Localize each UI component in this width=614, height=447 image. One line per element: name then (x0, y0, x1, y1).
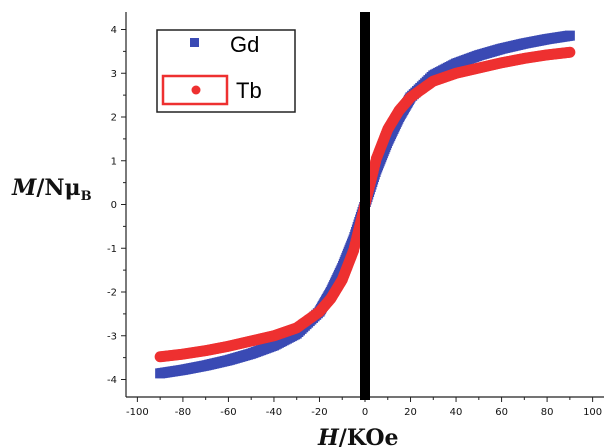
data-point-tb (564, 46, 576, 58)
y-tick-label: -4 (107, 375, 117, 386)
x-tick-label: 100 (583, 407, 602, 418)
zero-field-line (360, 12, 370, 400)
x-tick-label: 20 (404, 407, 417, 418)
y-axis-title: M/NμB (11, 175, 92, 204)
y-tick-label: -2 (107, 288, 117, 299)
legend: Gd Tb (156, 29, 296, 113)
x-tick-label: -20 (311, 407, 327, 418)
series-tb (154, 46, 576, 363)
y-tick-label: 4 (111, 25, 117, 36)
x-tick-label: 80 (541, 407, 554, 418)
data-point-gd (564, 30, 575, 41)
series-layer (154, 30, 576, 379)
legend-marker-gd (190, 38, 199, 47)
legend-label-gd: Gd (230, 32, 259, 57)
x-axis-ticks: -100 -80 -60 -40 -20 0 20 40 60 80 100 (126, 397, 602, 418)
y-tick-label: 0 (111, 200, 117, 211)
y-tick-label: -1 (107, 244, 117, 255)
y-tick-label: 2 (111, 113, 117, 124)
x-axis-title: H/KOe (317, 425, 399, 447)
y-tick-label: -3 (107, 331, 117, 342)
x-tick-label: -100 (126, 407, 149, 418)
legend-highlight-tb (161, 74, 229, 106)
legend-label-tb: Tb (236, 78, 262, 103)
x-tick-label: -60 (220, 407, 236, 418)
legend-marker-tb (191, 85, 201, 95)
x-tick-label: 60 (495, 407, 508, 418)
x-tick-label: -80 (175, 407, 191, 418)
x-tick-label: 0 (362, 407, 368, 418)
x-tick-label: 40 (450, 407, 463, 418)
x-tick-label: -40 (266, 407, 282, 418)
y-tick-label: 3 (111, 69, 117, 80)
y-axis-ticks: 4 3 2 1 0 -1 -2 -3 -4 (107, 25, 126, 386)
y-tick-label: 1 (111, 156, 117, 167)
